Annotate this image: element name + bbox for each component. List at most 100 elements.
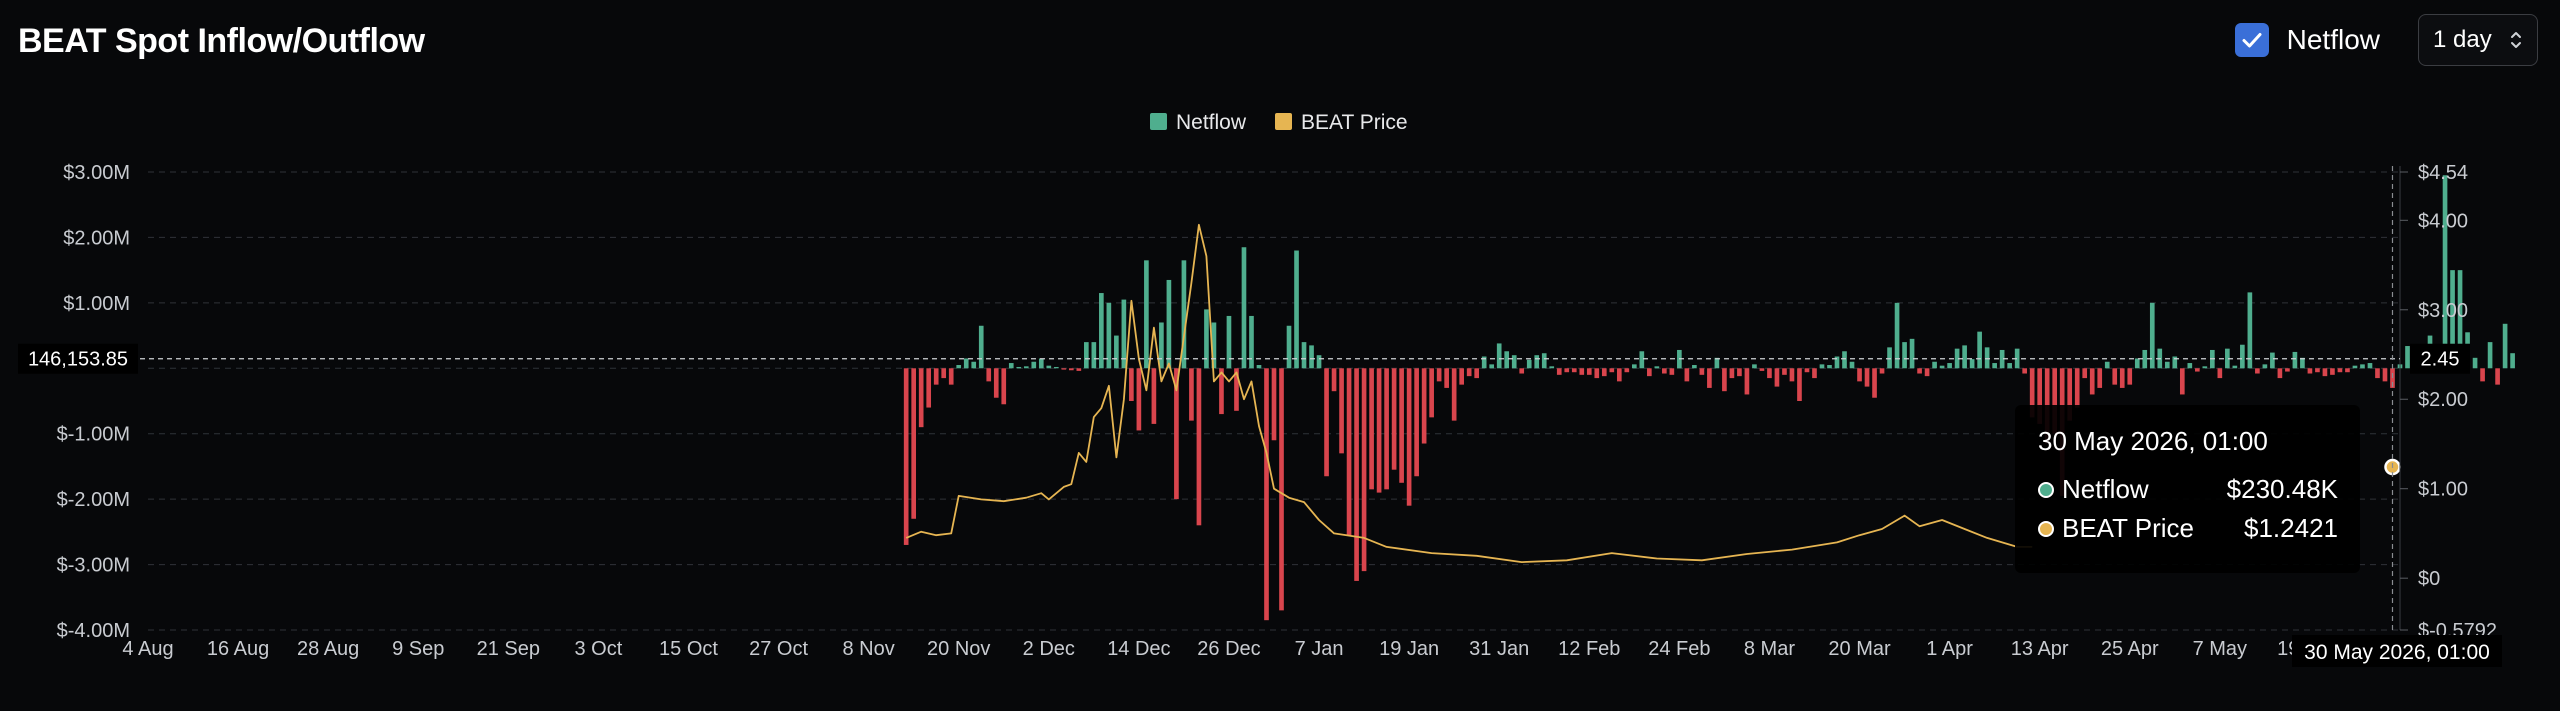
netflow-bar (1481, 356, 1487, 369)
netflow-bar (1684, 368, 1690, 382)
netflow-bar (1669, 368, 1675, 375)
netflow-bar (1924, 368, 1930, 377)
netflow-bar (926, 368, 932, 408)
netflow-bar (2450, 270, 2455, 369)
netflow-bar (1917, 368, 1922, 374)
x-tick-label: 16 Aug (207, 638, 269, 660)
netflow-bar (1729, 368, 1735, 379)
netflow-bar (2510, 353, 2515, 369)
netflow-bar (1121, 299, 1127, 369)
netflow-bar (1421, 368, 1427, 444)
interval-select[interactable]: 1 day (2418, 14, 2538, 66)
y-right-tick-label: $4.00 (2418, 210, 2468, 232)
netflow-bar (1339, 368, 1344, 454)
x-tick-label: 26 Dec (1197, 638, 1260, 660)
netflow-bar (1616, 368, 1622, 382)
netflow-bar (993, 368, 999, 398)
netflow-bar (2247, 292, 2253, 369)
netflow-bar (2097, 368, 2103, 388)
x-tick-label: 4 Aug (122, 638, 173, 660)
netflow-bar (1234, 368, 1239, 411)
netflow-bar (2052, 368, 2058, 434)
netflow-bar (1061, 368, 1067, 370)
netflow-bar (1106, 302, 1112, 369)
netflow-bar (1812, 368, 1817, 379)
netflow-bar (1053, 366, 1059, 369)
netflow-bar (1376, 368, 1382, 493)
x-tick-label: 21 Sep (477, 638, 540, 660)
tooltip-dot (2038, 482, 2054, 498)
netflow-bar (2187, 363, 2193, 369)
netflow-bar (1331, 368, 1337, 392)
netflow-bar (1391, 368, 1397, 470)
netflow-bar (941, 368, 947, 379)
y-right-tick-label: $3.00 (2418, 300, 2468, 322)
netflow-bar (1504, 351, 1510, 369)
netflow-bar (2315, 368, 2320, 373)
legend-swatch (1150, 113, 1167, 130)
checkmark-icon (2242, 33, 2262, 48)
netflow-bar (1008, 363, 1014, 369)
netflow-bar (1752, 364, 1757, 369)
y-left-tick-label: $-2.00M (57, 489, 130, 511)
netflow-bar (1346, 368, 1352, 536)
netflow-bar (2337, 368, 2343, 373)
netflow-bar (1774, 368, 1780, 387)
price-line (905, 223, 2033, 563)
netflow-bar (1902, 342, 1907, 369)
netflow-bar (1737, 368, 1742, 377)
netflow-bar (1654, 366, 1660, 369)
netflow-bar (2149, 302, 2155, 369)
legend-label: BEAT Price (1301, 111, 1408, 134)
netflow-bar (978, 325, 984, 369)
y-left-tick-label: $-4.00M (57, 620, 130, 642)
netflow-bar (1511, 355, 1517, 369)
x-tick-label: 13 Apr (2011, 638, 2069, 660)
netflow-bar (1639, 351, 1645, 369)
x-tick-label: 9 Sep (392, 638, 444, 660)
x-tick-label: 24 Feb (1648, 638, 1710, 660)
netflow-bar (2382, 368, 2388, 382)
x-tick-label: 14 Dec (1107, 638, 1170, 660)
netflow-bar (1256, 365, 1262, 369)
up-down-chevron-icon (2511, 32, 2521, 48)
netflow-bar (1541, 353, 1547, 369)
tooltip-series-name: BEAT Price (2062, 513, 2194, 543)
netflow-checkbox[interactable] (2234, 23, 2269, 57)
page-title: BEAT Spot Inflow/Outflow (18, 22, 425, 60)
netflow-bar (2472, 357, 2478, 369)
netflow-bar (1969, 359, 1975, 369)
netflow-bar (1699, 368, 1705, 375)
x-tick-label: 7 May (2193, 638, 2247, 660)
netflow-bar (2232, 365, 2238, 369)
netflow-bar (1939, 365, 1945, 369)
crosshair-date-bg (2292, 635, 2502, 667)
netflow-bar (1692, 365, 1697, 369)
netflow-bar (2067, 368, 2073, 421)
netflow-bar (2307, 368, 2313, 374)
netflow-bar (1406, 368, 1412, 506)
y-right-tick-label: $1.00 (2418, 479, 2468, 501)
crosshair-left-label-bg (18, 343, 138, 374)
netflow-bar (1489, 364, 1495, 369)
netflow-bar (1579, 368, 1585, 375)
netflow-bar (1091, 342, 1097, 369)
netflow-bar (1001, 368, 1007, 405)
legend-swatch (1275, 113, 1292, 130)
y-left-tick-label: $2.00M (63, 227, 130, 249)
netflow-bar (2330, 368, 2335, 375)
netflow-bar (1151, 368, 1157, 424)
x-tick-label: 7 Jan (1295, 638, 1344, 660)
netflow-bar (2112, 368, 2118, 385)
netflow-bar (1429, 368, 1434, 418)
x-tick-label: 2 Dec (1023, 638, 1075, 660)
y-left-tick-label: $3.00M (63, 162, 130, 184)
x-tick-label: 8 Mar (1744, 638, 1795, 660)
netflow-bar (2375, 368, 2380, 379)
netflow-bar (2457, 270, 2463, 369)
netflow-bar (1189, 368, 1194, 421)
x-tick-label: 20 Nov (927, 638, 990, 660)
netflow-bar (1984, 347, 1990, 369)
netflow-bar (1564, 368, 1570, 373)
